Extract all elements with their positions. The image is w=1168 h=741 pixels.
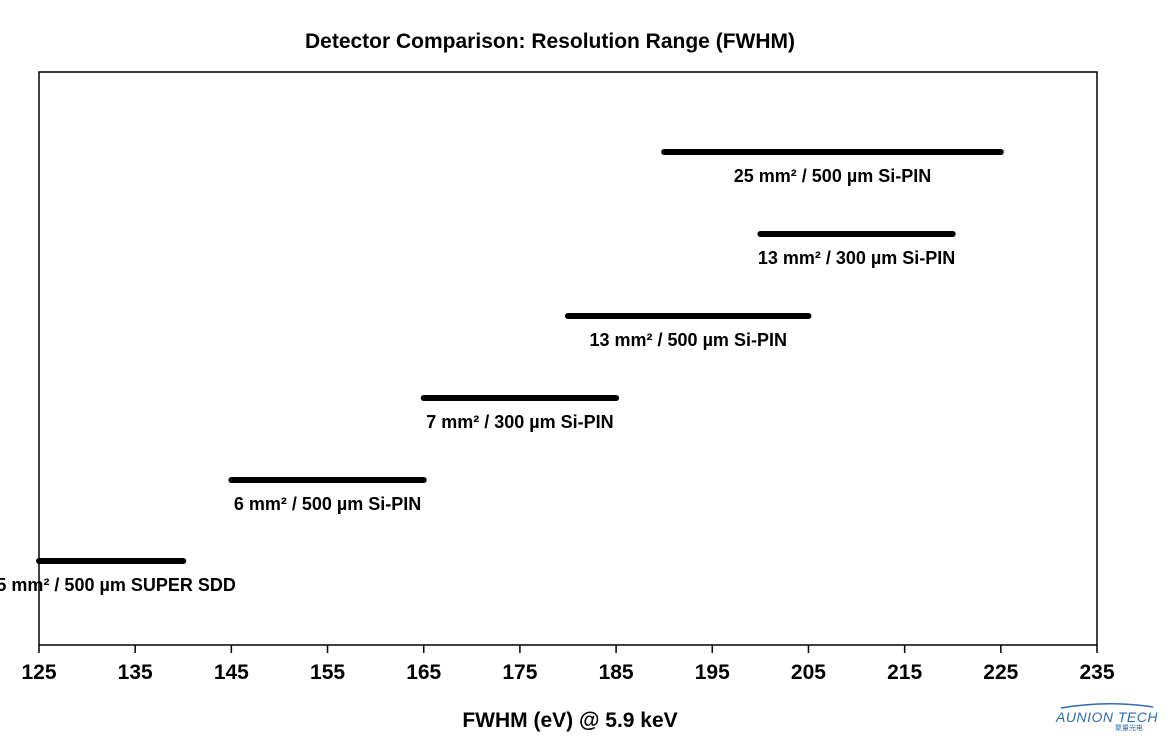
range-bar-label: 25 mm² / 500 µm SUPER SDD bbox=[0, 575, 236, 595]
range-bar-label: 6 mm² / 500 µm Si-PIN bbox=[234, 494, 421, 514]
brand-logo: AUNION TECH 聚量光电 bbox=[1052, 702, 1162, 733]
x-tick-label: 205 bbox=[791, 661, 826, 684]
x-axis-label: FWHM (eV) @ 5.9 keV bbox=[462, 709, 678, 732]
x-tick-label: 215 bbox=[887, 661, 922, 684]
logo-swoosh-icon bbox=[1060, 703, 1154, 709]
x-tick-label: 145 bbox=[214, 661, 249, 684]
logo-text: AUNION TECH bbox=[1056, 709, 1158, 725]
x-tick-label: 235 bbox=[1079, 661, 1114, 684]
range-bar-label: 13 mm² / 300 µm Si-PIN bbox=[758, 248, 955, 268]
x-tick-label: 165 bbox=[406, 661, 441, 684]
x-tick-label: 125 bbox=[21, 661, 56, 684]
x-tick-label: 175 bbox=[502, 661, 537, 684]
x-tick-label: 195 bbox=[695, 661, 730, 684]
range-bar-label: 13 mm² / 500 µm Si-PIN bbox=[590, 330, 787, 350]
x-tick-label: 155 bbox=[310, 661, 345, 684]
x-tick-label: 225 bbox=[983, 661, 1018, 684]
plot-frame bbox=[38, 71, 1098, 646]
range-bar-label: 7 mm² / 300 µm Si-PIN bbox=[426, 412, 613, 432]
logo-subtext: 聚量光电 bbox=[1115, 724, 1143, 732]
chart-title: Detector Comparison: Resolution Range (F… bbox=[304, 30, 795, 53]
range-bar-label: 25 mm² / 500 µm Si-PIN bbox=[734, 166, 931, 186]
x-tick-label: 185 bbox=[599, 661, 634, 684]
x-tick-label: 135 bbox=[118, 661, 153, 684]
